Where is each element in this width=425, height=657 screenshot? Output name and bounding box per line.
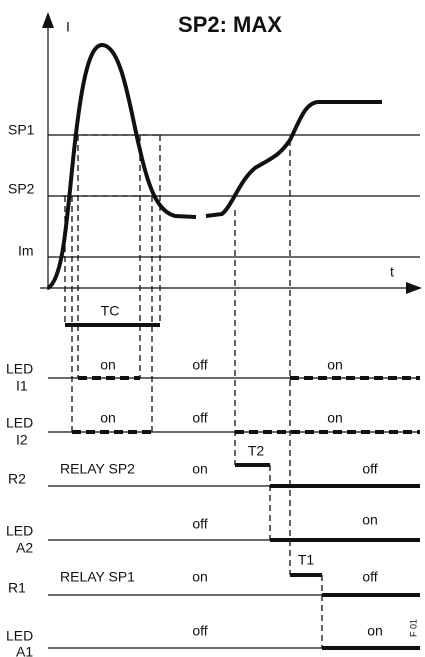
state-label: off — [362, 569, 377, 585]
row-label: LED — [6, 523, 33, 539]
y-axis-label: I — [66, 19, 70, 35]
relay-name: RELAY SP1 — [60, 569, 135, 585]
current-curve — [46, 42, 197, 290]
state-label: off — [192, 516, 207, 532]
row-label: LED — [6, 361, 33, 377]
state-label: on — [100, 410, 116, 426]
state-label: on — [362, 512, 378, 528]
x-axis-label: t — [390, 264, 394, 280]
y-arrow — [42, 12, 54, 28]
state-label: off — [362, 461, 377, 477]
state-label: on — [192, 569, 208, 585]
state-label: on — [192, 461, 208, 477]
title: SP2: MAX — [178, 12, 282, 37]
state-label: off — [192, 357, 207, 373]
level-label: SP1 — [8, 122, 35, 138]
state-label: on — [327, 410, 343, 426]
state-label: on — [100, 357, 116, 373]
tc-label: TC — [101, 303, 120, 319]
relay-name: RELAY SP2 — [60, 461, 135, 477]
timer-label: T2 — [248, 443, 265, 459]
row-label: R2 — [8, 471, 26, 487]
figure-code: F 01 — [408, 619, 418, 637]
row-label: A1 — [16, 644, 33, 657]
state-label: off — [192, 623, 207, 639]
row-label: LED — [6, 415, 33, 431]
row-label: I2 — [16, 432, 28, 448]
row-label: I1 — [16, 378, 28, 394]
current-curve — [205, 100, 382, 218]
state-label: on — [367, 623, 383, 639]
state-label: off — [192, 410, 207, 426]
level-label: SP2 — [8, 181, 35, 197]
x-arrow — [406, 282, 422, 294]
row-label: A2 — [16, 540, 33, 556]
row-label: R1 — [8, 580, 26, 596]
state-label: on — [327, 357, 343, 373]
level-label: Im — [18, 243, 34, 259]
row-label: LED — [6, 628, 33, 644]
timer-label: T1 — [298, 552, 315, 568]
